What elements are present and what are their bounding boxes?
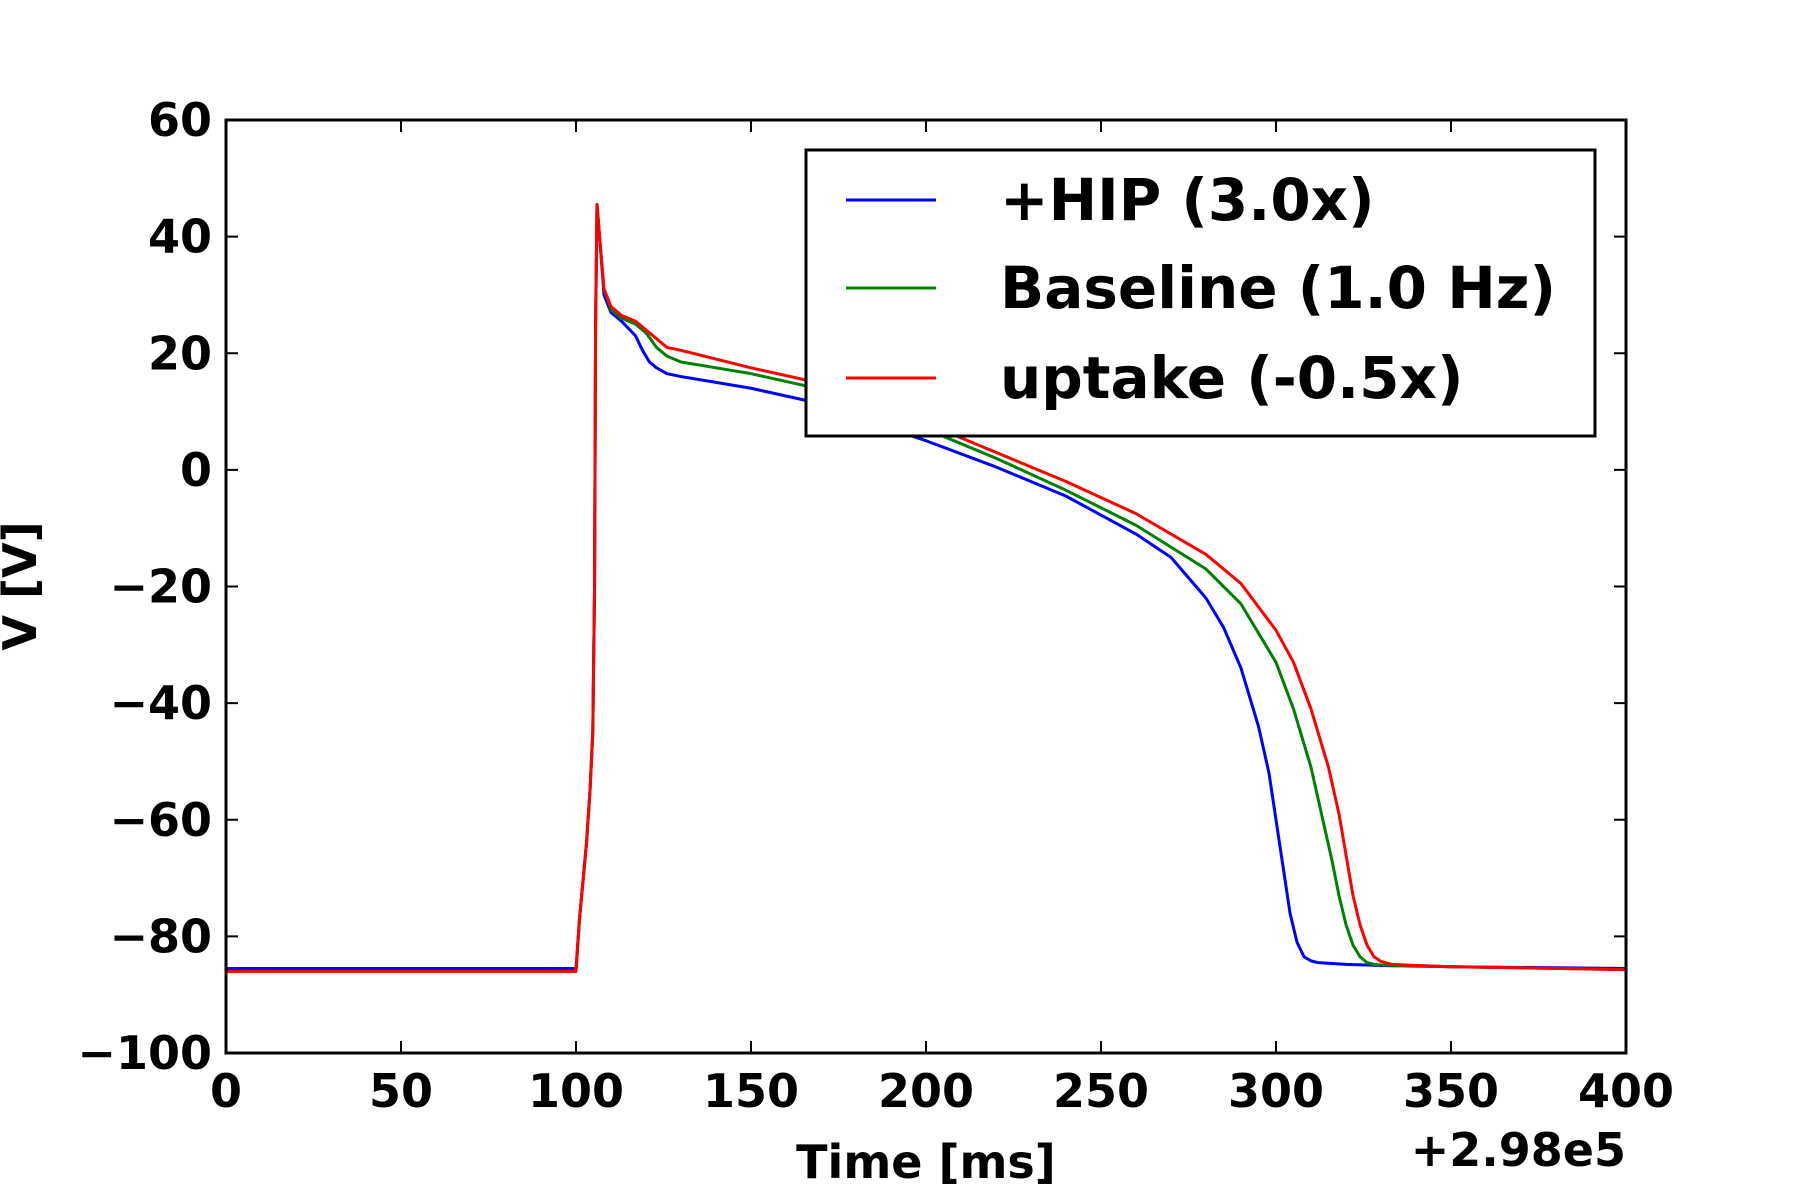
y-tick-label: 20 xyxy=(148,326,212,380)
y-tick-label: −60 xyxy=(109,793,212,847)
legend-box xyxy=(804,148,1597,438)
y-tick-label: −80 xyxy=(109,909,212,963)
x-tick-label: 200 xyxy=(878,1064,974,1118)
x-tick-label: 350 xyxy=(1403,1064,1499,1118)
legend-label-baseline: Baseline (1.0 Hz) xyxy=(1000,254,1556,322)
x-tick-label: 100 xyxy=(528,1064,624,1118)
x-offset-label: +2.98e5 xyxy=(1411,1123,1626,1177)
y-tick-label: 60 xyxy=(148,93,212,147)
x-tick-label: 0 xyxy=(210,1064,242,1118)
x-tick-label: 150 xyxy=(703,1064,799,1118)
y-tick-label: −20 xyxy=(109,560,212,614)
y-tick-label: 40 xyxy=(148,210,212,264)
x-axis-label: Time [ms] xyxy=(796,1135,1056,1189)
y-axis-label: V [V] xyxy=(0,521,47,650)
ticks-layer: 0 50 100 150 200 250 300 350 4006040200−20−40−60… xyxy=(77,93,1674,1118)
y-tick-label: −100 xyxy=(77,1026,212,1080)
x-tick-label: 400 xyxy=(1578,1064,1674,1118)
legend-label-uptake: uptake (-0.5x) xyxy=(1000,344,1463,412)
legend-label-hip: +HIP (3.0x) xyxy=(1000,166,1375,234)
x-tick-label: 250 xyxy=(1053,1064,1149,1118)
y-tick-label: 0 xyxy=(180,443,212,497)
legend: +HIP (3.0x) Baseline (1.0 Hz) uptake (-0… xyxy=(804,148,1597,438)
x-tick-label: 300 xyxy=(1228,1064,1324,1118)
x-tick-label: 50 xyxy=(369,1064,433,1118)
y-tick-label: −40 xyxy=(109,676,212,730)
